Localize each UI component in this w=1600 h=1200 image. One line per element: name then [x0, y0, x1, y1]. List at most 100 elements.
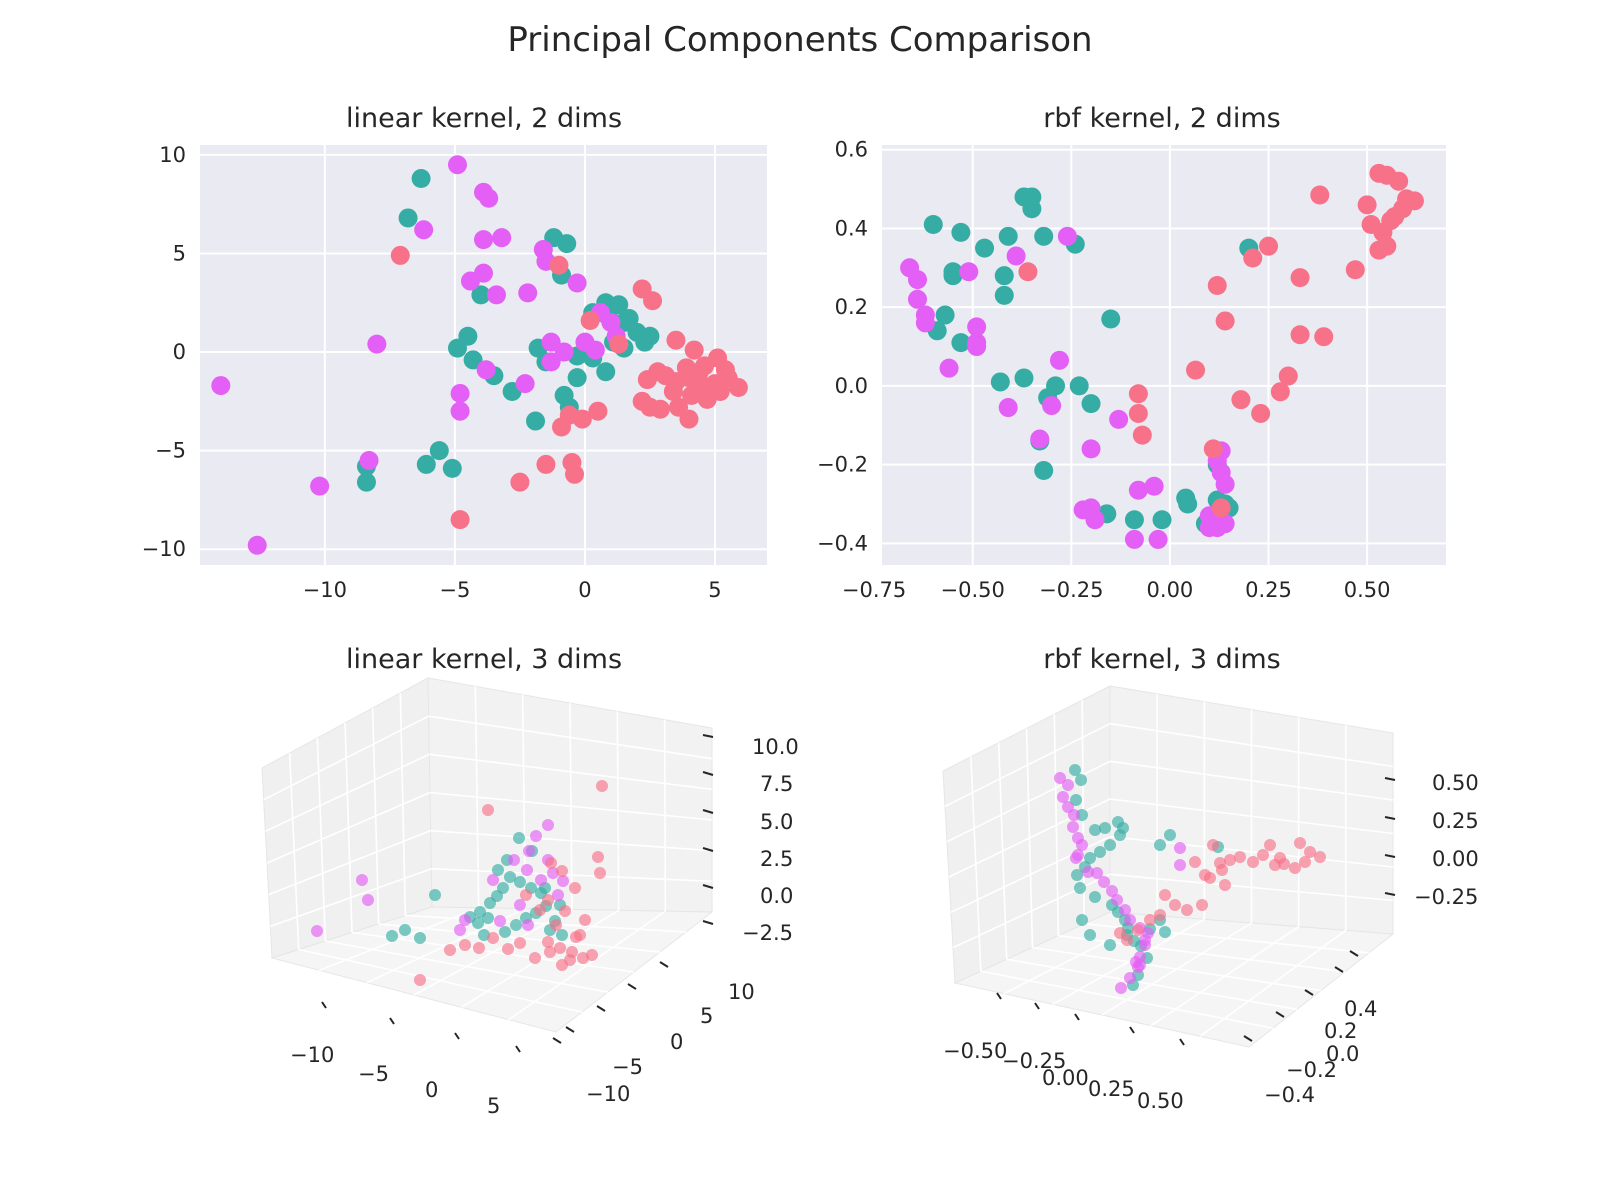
scatter-point: [1062, 779, 1074, 791]
x-tick-label: 0: [425, 1078, 438, 1102]
scatter-point: [518, 283, 538, 303]
x-tick-label: −0.25: [1002, 1049, 1066, 1073]
x-tick-label: 0.00: [1042, 1066, 1089, 1090]
scatter-point: [1071, 869, 1083, 881]
scatter-point: [310, 476, 330, 496]
scatter-point: [502, 943, 514, 955]
scatter-point: [557, 875, 569, 887]
z-tick-label: −2.5: [742, 921, 793, 945]
scatter-point: [907, 270, 927, 290]
gridline: [325, 940, 609, 993]
scatter-point: [967, 317, 987, 337]
scatter-point: [1154, 839, 1166, 851]
scatter-point: [463, 350, 483, 370]
y-tick-label: 0.4: [1344, 997, 1377, 1021]
scatter-point: [1159, 889, 1171, 901]
gridline: [429, 791, 713, 821]
scatter-point: [476, 360, 496, 380]
axis-tick: [515, 1045, 521, 1053]
scatter-point: [1104, 939, 1116, 951]
scatter-point: [1174, 859, 1186, 871]
scatter-point: [398, 208, 418, 228]
scatter-point: [1034, 226, 1054, 246]
scatter-point: [1189, 856, 1201, 868]
scatter-point: [1247, 856, 1259, 868]
scatter-point: [359, 450, 379, 470]
scatter-point: [1057, 226, 1077, 246]
axis-tick: [1243, 1035, 1253, 1042]
scatter-point: [390, 245, 410, 265]
scatter-point: [975, 238, 995, 258]
scatter-point: [907, 289, 927, 309]
x-tick-label: −0.75: [842, 578, 906, 602]
scatter-point: [1264, 839, 1276, 851]
axis-tick: [1334, 966, 1344, 973]
scatter-point: [311, 925, 323, 937]
x-tick-label: 0.25: [1088, 1077, 1135, 1101]
scatter-point: [459, 914, 471, 926]
scatter-point: [416, 454, 436, 474]
y-tick-label: −10: [586, 1082, 630, 1106]
scatter-point: [1124, 972, 1136, 984]
scatter-point: [1124, 529, 1144, 549]
scatter-point: [414, 220, 434, 240]
scatter-point: [1084, 852, 1096, 864]
scatter-point: [1219, 879, 1231, 891]
scatter-point: [515, 374, 535, 394]
rbf-2d-panel: rbf kernel, 2 dims −0.75 −0.50 −0.25 0.00 0.…: [817, 103, 1446, 602]
scatter-point: [1022, 199, 1042, 219]
scatter-point: [1214, 857, 1226, 869]
axis-tick: [1384, 892, 1396, 896]
scatter-point: [1054, 772, 1066, 784]
axis-tick: [627, 983, 637, 990]
axis-tick: [454, 1032, 460, 1040]
scatter-point: [1081, 394, 1101, 414]
scatter-point: [530, 830, 542, 842]
rbf-3d-title: rbf kernel, 3 dims: [1043, 644, 1280, 675]
scatter-point: [609, 334, 629, 354]
scatter-point: [1104, 839, 1116, 851]
scatter-point: [444, 944, 456, 956]
scatter-point: [1111, 894, 1123, 906]
scatter-point: [1014, 368, 1034, 388]
x-tick-label: −5: [439, 578, 470, 602]
scatter-point: [572, 409, 592, 429]
scatter-point: [447, 155, 467, 175]
scatter-point: [1196, 899, 1208, 911]
x-tick-label: 0: [578, 578, 591, 602]
scatter-point: [1128, 480, 1148, 500]
y-tick-label: 0: [670, 1030, 683, 1054]
scatter-point: [450, 383, 470, 403]
scatter-point: [728, 378, 748, 398]
scatter-point: [1215, 311, 1235, 331]
scatter-point: [1278, 366, 1298, 386]
scatter-point: [1068, 809, 1080, 821]
scatter-point: [1203, 439, 1223, 459]
scatter-point: [554, 342, 574, 362]
z-tick-label: 7.5: [760, 772, 793, 796]
gridline: [351, 931, 635, 973]
scatter-point: [459, 939, 471, 951]
axis-tick: [1349, 950, 1359, 957]
scatter-point: [588, 401, 608, 421]
scatter-point: [542, 936, 554, 948]
y-tick-label: 5: [173, 241, 186, 265]
scatter-point: [450, 401, 470, 421]
scatter-point: [1369, 240, 1389, 260]
axis-tick: [1129, 1026, 1135, 1034]
scatter-point: [689, 362, 709, 382]
scatter-point: [1114, 829, 1126, 841]
scatter-point: [1115, 982, 1127, 994]
scatter-point: [523, 845, 535, 857]
scatter-point: [442, 458, 462, 478]
scatter-point: [508, 854, 520, 866]
scatter-point: [514, 937, 526, 949]
scatter-point: [915, 313, 935, 333]
axis-tick: [565, 1026, 575, 1033]
gridline: [264, 753, 430, 833]
scatter-point: [487, 285, 507, 305]
scatter-point: [580, 310, 600, 330]
scatter-point: [472, 917, 484, 929]
scatter-point: [1119, 904, 1131, 916]
scatter-point: [1178, 494, 1198, 514]
